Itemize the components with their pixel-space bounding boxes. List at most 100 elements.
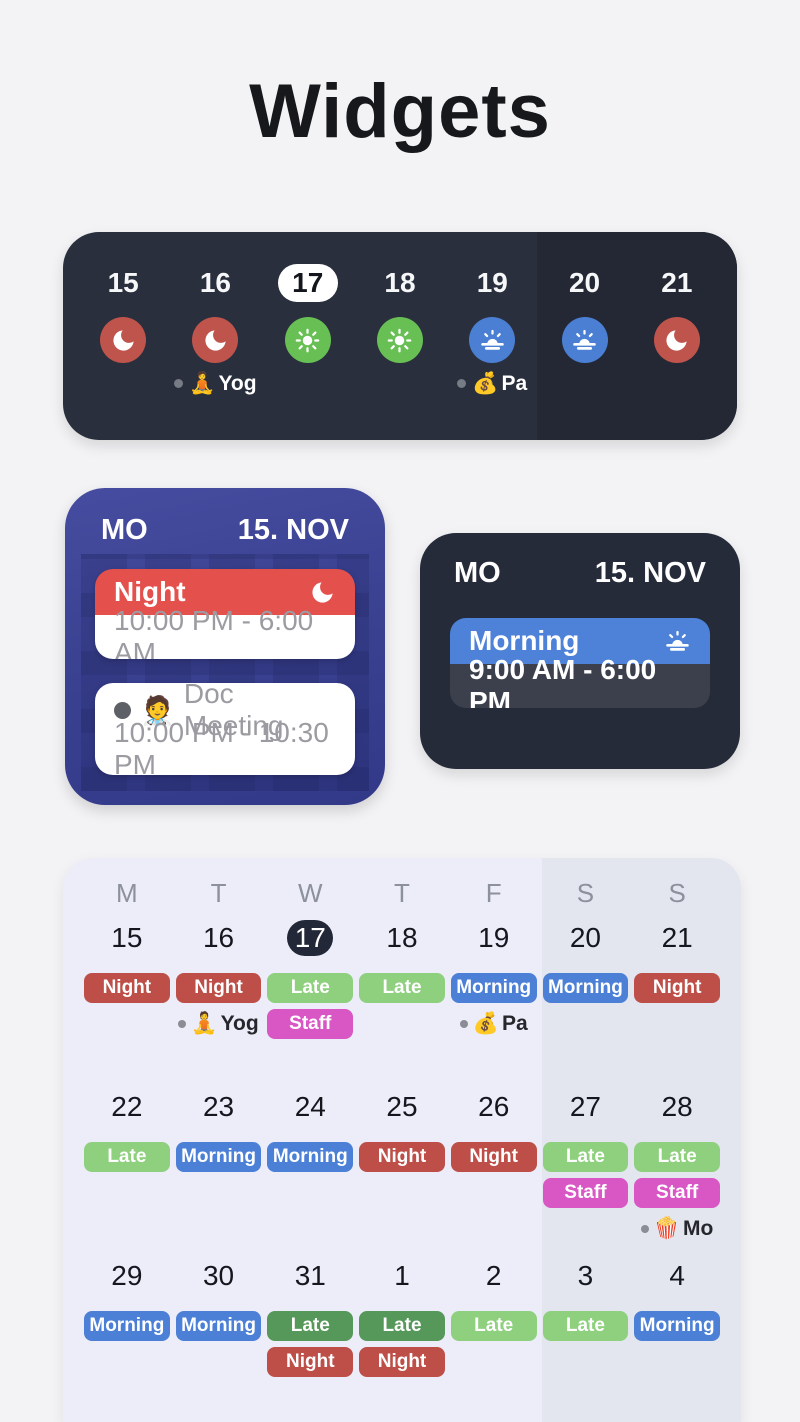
shift-card-night[interactable]: Night 10:00 PM - 6:00 AM	[95, 569, 355, 659]
month-day-cell[interactable]: 17 Late Staff	[264, 916, 356, 1042]
sun-icon[interactable]	[284, 317, 331, 363]
month-day-cell[interactable]: 24 Morning	[264, 1085, 356, 1247]
shift-chip[interactable]: Night	[450, 1142, 537, 1172]
event-card[interactable]: 🧑‍⚕️ Doc Meeting 10:00 PM - 10:30 PM	[95, 678, 355, 780]
strip-day-cell[interactable]: 20	[538, 264, 630, 397]
month-date[interactable]: 17	[287, 920, 334, 956]
month-date[interactable]: 4	[669, 1260, 685, 1291]
strip-day-cell[interactable]: 21	[631, 264, 723, 397]
month-day-cell[interactable]: 15 Night	[81, 916, 173, 1042]
month-date[interactable]: 26	[478, 1091, 510, 1122]
strip-day-number[interactable]: 15	[107, 267, 139, 298]
strip-day-number[interactable]: 19	[476, 267, 508, 298]
shift-chip[interactable]: Morning	[84, 1311, 170, 1341]
shift-chip[interactable]: Night	[267, 1347, 354, 1377]
month-day-cell[interactable]: 26 Night	[448, 1085, 540, 1247]
shift-card-morning[interactable]: Morning 9:00 AM - 6:00 PM	[450, 618, 710, 708]
month-date[interactable]: 1	[394, 1260, 410, 1291]
shift-chip[interactable]: Morning	[542, 973, 629, 1003]
month-date[interactable]: 20	[569, 922, 601, 953]
strip-day-number[interactable]: 17	[277, 264, 338, 302]
strip-day-number[interactable]: 21	[661, 267, 693, 298]
strip-day-cell[interactable]: 15	[77, 264, 169, 397]
strip-day-cell[interactable]: 19 💰 Pa	[446, 264, 538, 397]
shift-chip[interactable]: Night	[84, 973, 170, 1003]
shift-chip[interactable]: Morning	[175, 1311, 262, 1341]
shift-chip[interactable]: Night	[634, 973, 720, 1003]
month-date[interactable]: 18	[386, 922, 418, 953]
month-date[interactable]: 21	[661, 922, 693, 953]
month-day-cell[interactable]: 27 Late Staff	[540, 1085, 632, 1247]
month-date[interactable]: 22	[111, 1091, 143, 1122]
shift-chip[interactable]: Night	[175, 973, 262, 1003]
month-date[interactable]: 29	[111, 1260, 143, 1291]
shift-chip[interactable]: Late	[450, 1311, 537, 1341]
month-date[interactable]: 24	[294, 1091, 326, 1122]
moon-icon[interactable]	[192, 317, 239, 363]
month-day-cell[interactable]: 20 Morning	[540, 916, 632, 1042]
month-day-cell[interactable]: 4 Morning	[631, 1254, 723, 1380]
month-day-cell[interactable]: 18 Late	[356, 916, 448, 1042]
sunrise-icon[interactable]	[469, 317, 516, 363]
month-date[interactable]: 25	[386, 1091, 418, 1122]
shift-chip[interactable]: Night	[359, 1142, 445, 1172]
month-date[interactable]: 27	[569, 1091, 601, 1122]
shift-chip[interactable]: Late	[359, 973, 445, 1003]
sun-icon[interactable]	[376, 317, 423, 363]
shift-chip[interactable]: Morning	[634, 1311, 720, 1341]
month-date[interactable]: 3	[577, 1260, 594, 1291]
month-date[interactable]: 31	[294, 1260, 326, 1291]
shift-chip[interactable]: Late	[634, 1142, 720, 1172]
note-text: Pa	[501, 1012, 528, 1035]
strip-day-cell[interactable]: 16 🧘 Yog	[169, 264, 261, 397]
sunrise-icon[interactable]	[561, 317, 608, 363]
strip-day-number[interactable]: 20	[568, 267, 601, 298]
month-date[interactable]: 19	[478, 922, 510, 953]
month-day-cell[interactable]: 28 Late Staff 🍿 Mo	[631, 1085, 723, 1247]
shift-chip[interactable]: Late	[542, 1311, 629, 1341]
month-date-row: 17	[264, 916, 356, 960]
shift-chip[interactable]: Night	[359, 1347, 445, 1377]
month-day-cell[interactable]: 29 Morning	[81, 1254, 173, 1380]
month-day-cell[interactable]: 1 Late Night	[356, 1254, 448, 1380]
strip-day-cell[interactable]: 17	[262, 264, 354, 397]
strip-day-number[interactable]: 18	[384, 267, 416, 298]
month-day-cell[interactable]: 30 Morning	[173, 1254, 265, 1380]
month-day-cell[interactable]: 2 Late	[448, 1254, 540, 1380]
shift-chip[interactable]: Late	[84, 1142, 170, 1172]
shift-chip[interactable]: Morning	[175, 1142, 262, 1172]
shift-chip[interactable]: Late	[267, 973, 354, 1003]
month-date[interactable]: 23	[202, 1091, 235, 1122]
moon-icon[interactable]	[100, 317, 147, 363]
moon-icon[interactable]	[653, 317, 700, 363]
shift-chip[interactable]: Late	[542, 1142, 629, 1172]
month-day-cell[interactable]: 23 Morning	[173, 1085, 265, 1247]
month-date[interactable]: 28	[661, 1091, 693, 1122]
month-day-cell[interactable]: 22 Late	[81, 1085, 173, 1247]
week-strip-widget[interactable]: 15 16 🧘 Yog 17 18 19 💰 Pa 20 21	[63, 232, 737, 440]
shift-chip[interactable]: Staff	[634, 1178, 720, 1208]
shift-chip[interactable]: Morning	[450, 973, 537, 1003]
shift-chip[interactable]: Staff	[542, 1178, 629, 1208]
month-day-cell[interactable]: 31 Late Night	[264, 1254, 356, 1380]
shift-chip[interactable]: Late	[359, 1311, 445, 1341]
month-date[interactable]: 30	[202, 1260, 235, 1291]
month-day-letter: T	[394, 878, 410, 908]
strip-day-number[interactable]: 16	[199, 267, 231, 298]
month-date[interactable]: 2	[485, 1260, 502, 1291]
day-widget-indigo[interactable]: MO 15. NOV Night 10:00 PM - 6:00 AM 🧑‍⚕️…	[65, 488, 385, 805]
day-widget-dark[interactable]: MO 15. NOV Morning 9:00 AM - 6:00 PM	[420, 533, 740, 769]
month-date[interactable]: 15	[111, 922, 143, 953]
shift-chip[interactable]: Late	[267, 1311, 354, 1341]
month-date[interactable]: 16	[202, 922, 235, 953]
strip-day-cell[interactable]: 18	[354, 264, 446, 397]
month-day-cell[interactable]: 3 Late	[540, 1254, 632, 1380]
month-day-cell[interactable]: 21 Night	[631, 916, 723, 1042]
shift-chip[interactable]: Morning	[267, 1142, 354, 1172]
shift-chip[interactable]: Staff	[267, 1009, 354, 1039]
month-day-cell[interactable]: 16 Night 🧘 Yog	[173, 916, 265, 1042]
month-day-cell[interactable]: 19 Morning 💰 Pa	[448, 916, 540, 1042]
month-day-cell[interactable]: 25 Night	[356, 1085, 448, 1247]
